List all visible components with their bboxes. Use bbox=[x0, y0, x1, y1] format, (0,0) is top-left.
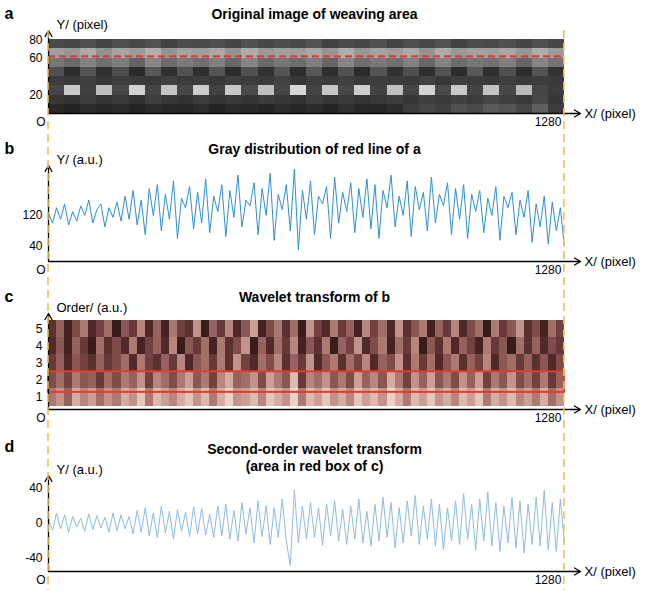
svg-text:-40: -40 bbox=[25, 551, 43, 565]
svg-text:Order/ (a.u.): Order/ (a.u.) bbox=[57, 300, 128, 315]
svg-text:2: 2 bbox=[36, 373, 43, 387]
svg-text:Y/ (pixel): Y/ (pixel) bbox=[57, 17, 108, 32]
svg-text:a: a bbox=[5, 5, 14, 22]
svg-text:5: 5 bbox=[36, 322, 43, 336]
svg-text:O: O bbox=[36, 115, 45, 129]
svg-text:O: O bbox=[36, 573, 45, 587]
svg-text:1280: 1280 bbox=[535, 263, 562, 277]
svg-text:120: 120 bbox=[22, 208, 42, 222]
svg-text:b: b bbox=[5, 140, 15, 157]
svg-text:c: c bbox=[5, 288, 14, 305]
svg-text:60: 60 bbox=[29, 51, 43, 65]
svg-text:1280: 1280 bbox=[535, 573, 562, 587]
svg-text:d: d bbox=[5, 438, 15, 455]
svg-text:X/ (pixel): X/ (pixel) bbox=[585, 254, 636, 269]
svg-text:40: 40 bbox=[29, 481, 43, 495]
svg-text:1280: 1280 bbox=[535, 115, 562, 129]
svg-text:20: 20 bbox=[29, 88, 43, 102]
svg-text:1280: 1280 bbox=[535, 411, 562, 425]
svg-text:3: 3 bbox=[36, 356, 43, 370]
svg-text:80: 80 bbox=[29, 33, 43, 47]
svg-text:Gray distribution of red line: Gray distribution of red line of a bbox=[208, 141, 421, 157]
svg-text:Second-order wavelet transform: Second-order wavelet transform(area in r… bbox=[207, 441, 422, 473]
svg-text:4: 4 bbox=[36, 339, 43, 353]
svg-text:X/ (pixel): X/ (pixel) bbox=[585, 402, 636, 417]
svg-text:40: 40 bbox=[29, 239, 43, 253]
svg-text:O: O bbox=[36, 411, 45, 425]
svg-text:O: O bbox=[36, 263, 45, 277]
svg-text:X/ (pixel): X/ (pixel) bbox=[585, 564, 636, 579]
svg-text:Y/ (a.u.): Y/ (a.u.) bbox=[57, 152, 103, 167]
svg-text:Y/ (a.u.): Y/ (a.u.) bbox=[57, 462, 103, 477]
svg-text:Original image of weaving area: Original image of weaving area bbox=[211, 6, 417, 22]
svg-text:X/ (pixel): X/ (pixel) bbox=[585, 106, 636, 121]
svg-text:Wavelet transform of b: Wavelet transform of b bbox=[239, 289, 390, 305]
svg-text:0: 0 bbox=[36, 516, 43, 530]
svg-text:1: 1 bbox=[36, 390, 43, 404]
